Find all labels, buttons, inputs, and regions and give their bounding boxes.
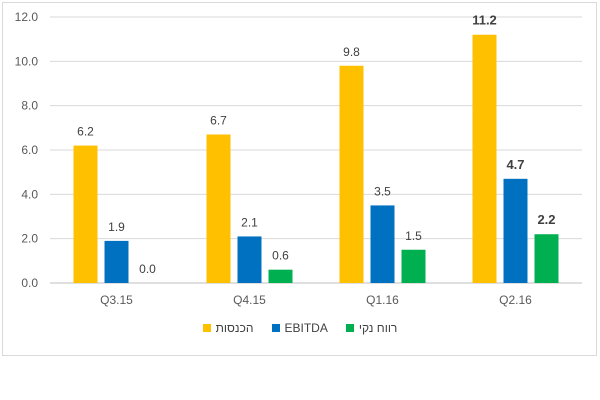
data-label: 6.7 <box>210 113 227 127</box>
y-tick-label: 6.0 <box>21 143 38 157</box>
data-label: 9.8 <box>343 45 360 59</box>
data-label: 1.5 <box>405 229 422 243</box>
y-tick-label: 2.0 <box>21 232 38 246</box>
gridlines <box>50 16 582 284</box>
bar <box>503 178 528 283</box>
legend-label-ebitda: EBITDA <box>284 321 328 335</box>
bar <box>237 236 262 283</box>
x-tick-label: Q3.15 <box>100 293 133 307</box>
bar <box>339 65 364 284</box>
legend-label-revenue: הכנסות <box>215 321 254 335</box>
legend-swatch-revenue <box>202 324 211 332</box>
legend-item-revenue: הכנסות <box>202 321 254 335</box>
bar <box>370 205 395 283</box>
data-label: 3.5 <box>374 184 391 198</box>
legend-swatch-ebitda <box>271 324 280 332</box>
y-axis: 0.0 2.0 4.0 6.0 8.0 10.0 12.0 <box>15 10 39 290</box>
bar <box>472 34 497 283</box>
legend-item-ebitda: EBITDA <box>271 321 328 335</box>
bar <box>206 134 231 283</box>
y-tick-label: 10.0 <box>15 54 39 68</box>
legend-label-net-profit: רווח נקי <box>358 321 398 335</box>
y-tick-label: 8.0 <box>21 99 38 113</box>
bar-chart: 0.0 2.0 4.0 6.0 8.0 10.0 12.0 6.2 1.9 0.0 6.7 2.1 0… <box>15 10 582 307</box>
bars: 6.2 1.9 0.0 6.7 2.1 0.6 9.8 3.5 1.5 11.2 4.7 2.2 <box>73 13 559 284</box>
data-label: 6.2 <box>77 125 94 139</box>
data-label: 4.7 <box>506 157 524 172</box>
bar <box>534 234 559 283</box>
data-label: 2.1 <box>241 215 258 229</box>
legend-swatch-net-profit <box>345 324 354 332</box>
x-tick-label: Q2.16 <box>499 293 532 307</box>
bar <box>268 269 293 283</box>
legend: הכנסות EBITDA רווח נקי <box>0 321 600 335</box>
y-tick-label: 0.0 <box>21 276 38 290</box>
data-label: 0.0 <box>139 262 156 276</box>
data-label: 11.2 <box>472 13 497 28</box>
bar <box>73 145 98 283</box>
legend-item-net-profit: רווח נקי <box>345 321 398 335</box>
data-label: 0.6 <box>272 249 289 263</box>
x-tick-label: Q1.16 <box>366 293 399 307</box>
bar <box>104 240 129 283</box>
y-tick-label: 12.0 <box>15 10 39 24</box>
y-tick-label: 4.0 <box>21 187 38 201</box>
data-label: 1.9 <box>108 220 125 234</box>
x-axis: Q3.15 Q4.15 Q1.16 Q2.16 <box>100 293 532 307</box>
data-label: 2.2 <box>537 212 555 227</box>
x-tick-label: Q4.15 <box>233 293 266 307</box>
bar <box>401 249 426 283</box>
